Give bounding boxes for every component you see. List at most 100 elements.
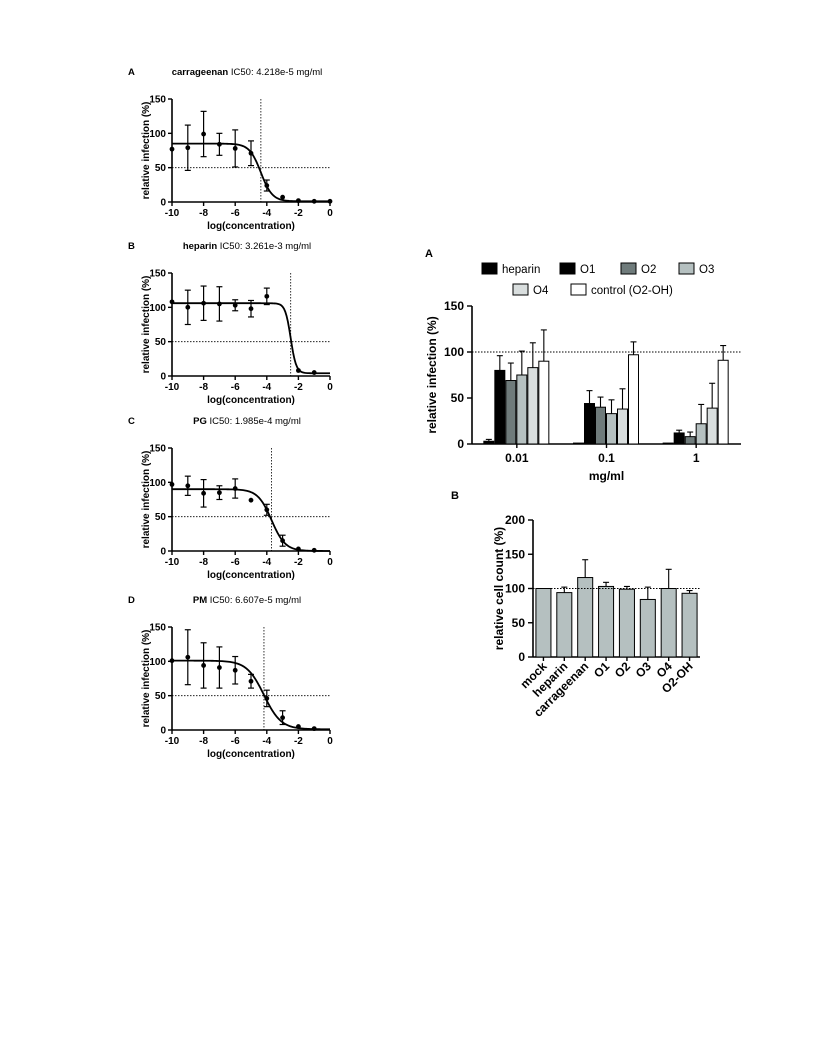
x-tick-label: -4 (262, 736, 271, 747)
bar (494, 369, 506, 445)
data-point (248, 306, 254, 312)
y-tick-label: 50 (155, 163, 167, 174)
chart-title-compound: carrageenan (172, 67, 231, 78)
legend-label: O1 (580, 264, 595, 276)
data-point (201, 131, 207, 137)
y-tick-label: 150 (149, 623, 166, 634)
data-point (169, 146, 175, 152)
data-point (264, 696, 270, 701)
data-point (217, 141, 222, 147)
y-axis-label: relative infection (%) (141, 451, 152, 549)
bar (538, 360, 550, 445)
x-axis-label: mg/ml (589, 469, 624, 483)
legend-swatch (512, 283, 529, 296)
data-point (169, 481, 175, 487)
bar (584, 403, 595, 445)
x-tick-label: -8 (199, 557, 208, 568)
x-tick-label: -6 (231, 736, 240, 747)
panel-letter: C (128, 416, 135, 427)
data-point (296, 198, 301, 204)
x-tick-label: -10 (165, 382, 180, 393)
y-tick-label: 50 (155, 691, 167, 702)
legend-label: O3 (699, 264, 714, 276)
y-tick-label: 150 (149, 444, 166, 455)
y-tick-label: 50 (155, 337, 167, 348)
data-point (248, 678, 254, 684)
bar (681, 592, 698, 658)
x-tick-label: -8 (199, 208, 208, 219)
x-tick-label: -2 (294, 208, 303, 219)
y-tick-label: 100 (505, 582, 525, 596)
legend-label: control (O2-OH) (591, 285, 673, 297)
x-axis-label: log(concentration) (207, 221, 295, 232)
y-tick-label: 0 (160, 372, 166, 383)
bar (617, 408, 628, 445)
legend-swatch (620, 262, 637, 275)
data-point (232, 146, 238, 151)
x-axis-label: log(concentration) (207, 395, 295, 406)
bar (662, 442, 674, 445)
x-tick-label: -10 (165, 208, 180, 219)
bar (556, 592, 573, 658)
data-point (280, 538, 285, 544)
y-tick-label: 100 (149, 303, 166, 314)
y-tick-label: 0 (518, 650, 525, 664)
data-point (185, 145, 191, 151)
x-tick-label: -10 (165, 557, 180, 568)
data-point (296, 724, 301, 729)
x-axis-label: log(concentration) (207, 749, 295, 760)
y-axis-label: relative infection (%) (141, 276, 152, 374)
panel-letter: D (128, 595, 135, 606)
y-tick-label: 0 (457, 437, 464, 451)
data-point (232, 302, 238, 308)
y-axis-label: relative infection (%) (425, 316, 439, 433)
y-tick-label: 0 (160, 726, 166, 737)
data-point (185, 304, 191, 310)
bar (535, 588, 552, 658)
bar (706, 407, 718, 445)
data-point (264, 507, 270, 513)
legend-label: heparin (502, 264, 540, 276)
legend-swatch (559, 262, 576, 275)
data-point (248, 150, 254, 156)
data-point (169, 299, 175, 305)
data-point (169, 658, 175, 664)
x-tick-label: -2 (294, 382, 303, 393)
y-axis-label: relative cell count (%) (492, 527, 506, 650)
chart-title-ic50: IC50: 1.985e-4 mg/ml (210, 416, 301, 427)
x-tick-label: 0.01 (505, 451, 529, 465)
data-point (248, 497, 254, 503)
x-tick-label: 1 (693, 451, 700, 465)
y-tick-label: 150 (149, 269, 166, 280)
bar (527, 367, 539, 445)
data-point (311, 726, 317, 732)
chart-title: heparin IC50: 3.261e-3 mg/ml (183, 241, 311, 252)
bar (618, 588, 635, 658)
chart-title-compound: PG (193, 416, 209, 427)
bar (516, 374, 528, 445)
x-axis-label: log(concentration) (207, 570, 295, 581)
y-tick-label: 150 (444, 299, 464, 313)
chart-title: PG IC50: 1.985e-4 mg/ml (193, 416, 301, 427)
panel-letter: A (128, 67, 135, 78)
data-point (280, 715, 285, 721)
x-tick-label: -2 (294, 557, 303, 568)
y-tick-label: 100 (444, 345, 464, 359)
x-tick-label: O3 (633, 659, 654, 680)
x-tick-label: O2 (612, 659, 633, 680)
y-tick-label: 50 (512, 616, 526, 630)
data-point (185, 483, 191, 489)
y-tick-label: 50 (155, 512, 167, 523)
data-point (217, 665, 222, 670)
y-tick-label: 200 (505, 513, 525, 527)
panel-letter: A (425, 248, 433, 260)
bar (660, 588, 677, 658)
legend-label: O4 (533, 285, 549, 297)
chart-title-ic50: IC50: 3.261e-3 mg/ml (220, 241, 311, 252)
bar (598, 585, 615, 658)
panel-letter: B (128, 241, 135, 252)
y-axis-label: relative infection (%) (141, 630, 152, 728)
chart-title-compound: heparin (183, 241, 220, 252)
data-point (217, 301, 222, 307)
